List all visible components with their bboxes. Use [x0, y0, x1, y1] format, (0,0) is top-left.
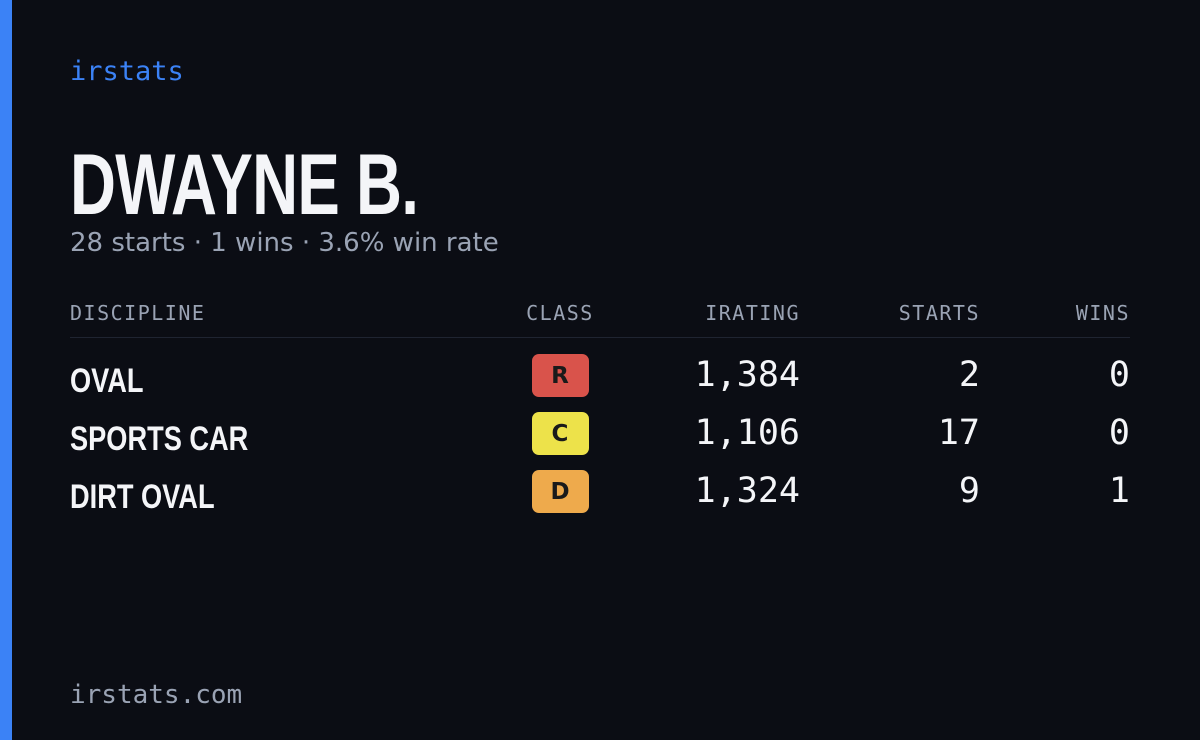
wins: 0 — [1108, 355, 1130, 395]
footer: irstats.com — [70, 680, 243, 710]
brand: irstats — [70, 56, 184, 87]
header-rule — [70, 337, 1130, 338]
starts: 2 — [958, 355, 980, 395]
wins: 0 — [1108, 413, 1130, 453]
summary: 28 starts · 1 wins · 3.6% win rate — [70, 228, 499, 258]
column-header: CLASS — [526, 301, 594, 325]
class-badge: C — [531, 412, 589, 455]
discipline: DIRT OVAL — [70, 478, 215, 516]
irating: 1,106 — [694, 413, 800, 453]
accent-bar — [0, 0, 12, 740]
irating: 1,384 — [694, 355, 800, 395]
class-badge: R — [531, 354, 589, 397]
wins: 1 — [1108, 471, 1130, 511]
driver-name: DWAYNE B. — [70, 137, 419, 233]
class-badge: D — [531, 470, 589, 513]
column-header: STARTS — [898, 301, 980, 325]
discipline: OVAL — [70, 362, 144, 400]
starts: 17 — [937, 413, 980, 453]
column-header: IRATING — [705, 301, 800, 325]
irating: 1,324 — [694, 471, 800, 511]
column-header: WINS — [1075, 301, 1130, 325]
starts: 9 — [958, 471, 980, 511]
column-header: DISCIPLINE — [70, 301, 206, 325]
discipline: SPORTS CAR — [70, 420, 249, 458]
